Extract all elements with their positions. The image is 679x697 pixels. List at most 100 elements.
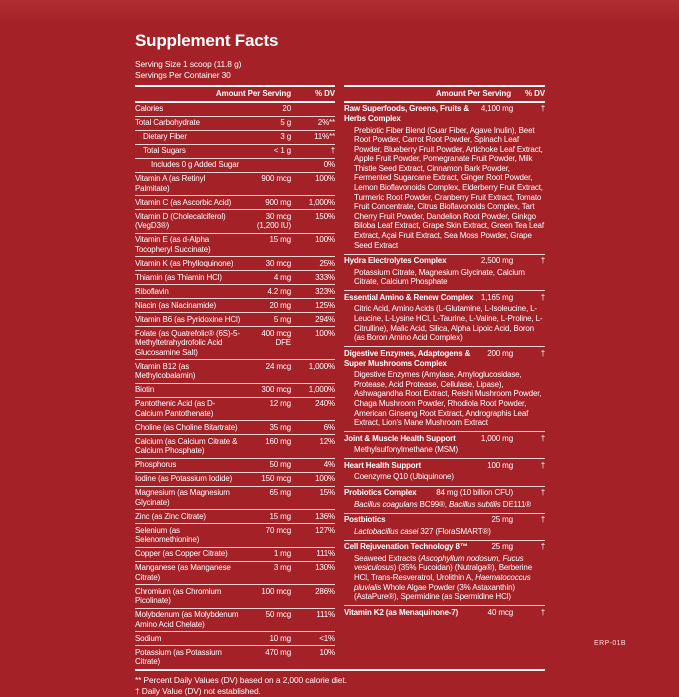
- nutrient-name: Riboflavin: [135, 286, 169, 296]
- nutrient-amount: 5 g: [280, 118, 291, 127]
- complex-dv: †: [540, 104, 545, 113]
- percent-dv-header: % DV: [524, 89, 545, 98]
- complex-header: Hydra Electrolytes Complex 2,500 mg †: [344, 256, 545, 266]
- nutrient-amount: 15 mg: [269, 235, 292, 244]
- complex-section: Raw Superfoods, Greens, Fruits & Herbs C…: [344, 103, 545, 255]
- nutrient-amount: 900 mcg: [261, 174, 291, 183]
- complex-section: Digestive Enzymes, Adaptogens & Super Mu…: [344, 347, 545, 433]
- complex-amount: 1,165 mg: [480, 292, 513, 302]
- table-row: Copper (as Copper Citrate) 1 mg 111%: [135, 548, 335, 562]
- nutrient-amount: 4 mg: [273, 272, 291, 282]
- nutrient-name: Vitamin D (Cholecalciferol) (VegD3®): [135, 211, 226, 231]
- ingredient-text: Ascophyllum nodosum, Fucus vesiculosus: [354, 553, 524, 573]
- nutrient-amount: 24 mcg: [265, 361, 291, 371]
- complex-name: Hydra Electrolytes Complex: [344, 256, 447, 266]
- nutrient-name: Sodium: [135, 633, 162, 643]
- complex-ingredients: Potassium Citrate, Magnesium Glycinate, …: [344, 266, 545, 288]
- nutrient-dv: †: [330, 146, 335, 155]
- complex-header: Joint & Muscle Health Support 1,000 mg †: [344, 434, 545, 444]
- complex-name: Probiotics Complex: [344, 488, 417, 498]
- ingredient-text: Coenzyme Q10 (Ubiquinone): [354, 472, 454, 482]
- nutrient-name: Potassium (as Potassium Citrate): [135, 647, 222, 667]
- left-rows: Calories 20 Total Carbohydrate 5 g 2%** Dieta…: [135, 103, 335, 669]
- nutrient-dv: 294%: [315, 314, 335, 324]
- nutrient-dv: 100%: [315, 328, 335, 338]
- table-row: Total Carbohydrate 5 g 2%**: [135, 117, 335, 131]
- nutrient-dv: 0%: [323, 160, 335, 169]
- table-row: Pantothenic Acid (as D-Calcium Pantothen…: [135, 398, 335, 421]
- nutrient-amount: 10 mg: [269, 633, 292, 643]
- complex-name: Raw Superfoods, Greens, Fruits & Herbs C…: [344, 104, 470, 123]
- nutrient-amount: 150 mcg: [261, 474, 291, 483]
- complex-ingredients: Digestive Enzymes (Amylase, Amyloglucosi…: [344, 369, 545, 429]
- complex-dv: †: [540, 488, 545, 498]
- nutrient-amount: 15 mg: [269, 511, 292, 521]
- complex-section: Cell Rejuvenation Technology 8™ 25 mg † Sea…: [344, 541, 545, 607]
- amount-per-serving-header: Amount Per Serving: [435, 89, 511, 98]
- nutrient-dv: 6%: [323, 422, 335, 432]
- right-sections: Raw Superfoods, Greens, Fruits & Herbs C…: [344, 103, 545, 621]
- nutrient-name: Selenium (as Selenomethionine): [135, 525, 200, 545]
- nutrient-amount: 30 mcg (1,200 IU): [256, 211, 291, 231]
- table-row: Selenium (as Selenomethionine) 70 mcg 127%: [135, 524, 335, 548]
- table-row: Chromium (as Chromium Picolinate) 100 mcg…: [135, 585, 335, 609]
- nutrient-dv: 2%**: [317, 118, 335, 127]
- nutrient-amount: 65 mg: [269, 488, 292, 497]
- complex-section: Joint & Muscle Health Support 1,000 mg † Me…: [344, 432, 545, 460]
- footnotes: ** Percent Daily Values (DV) based on a …: [135, 671, 545, 697]
- complex-dv: †: [540, 256, 545, 266]
- complex-dv: †: [540, 607, 545, 617]
- nutrition-columns: Amount Per Serving % DV Calories 20 Total …: [135, 85, 545, 671]
- complex-section: Hydra Electrolytes Complex 2,500 mg † Potas…: [344, 255, 545, 292]
- table-row: Manganese (as Manganese Citrate) 3 mg 130%: [135, 562, 335, 585]
- complex-header: Cell Rejuvenation Technology 8™ 25 mg †: [344, 542, 545, 552]
- nutrient-amount: [243, 160, 291, 170]
- nutrient-name: Molybdenum (as Molybdenum Amino Acid Che…: [135, 610, 239, 629]
- ingredient-text: Bacillus subtilis: [448, 499, 501, 509]
- nutrient-amount: 4.2 mg: [267, 286, 291, 296]
- complex-dv: †: [540, 460, 545, 470]
- ingredient-text: Digestive Enzymes (Amylase, Amyloglucosi…: [354, 370, 542, 428]
- servings-per-container: Servings Per Container 30: [135, 70, 231, 80]
- complex-header: Probiotics Complex 84 mg (10 billion CFU)…: [344, 488, 545, 498]
- nutrient-name: Copper (as Copper Citrate): [135, 549, 228, 558]
- page-title: Supplement Facts: [135, 31, 279, 50]
- ingredient-text: Seaweed Extracts (: [354, 553, 421, 563]
- nutrient-amount: < 1 g: [273, 146, 291, 155]
- complex-amount: 4,100 mg: [480, 104, 513, 113]
- table-row: Phosphorus 50 mg 4%: [135, 459, 335, 473]
- complex-amount: 25 mg: [491, 515, 514, 525]
- nutrient-dv: <1%: [319, 633, 335, 643]
- complex-header: Essential Amino & Renew Complex 1,165 mg †: [344, 293, 545, 303]
- nutrient-name: Folate (as Quatrefolic® (6S)-5-Methyltet…: [135, 328, 240, 357]
- ingredient-text: Prebiotic Fiber Blend (Guar Fiber, Agave…: [354, 125, 544, 250]
- table-row: Vitamin B6 (as Pyridoxine HCl) 5 mg 294%: [135, 313, 335, 327]
- nutrient-name: Includes 0 g Added Sugar: [151, 160, 240, 169]
- nutrient-amount: 50 mcg: [265, 610, 291, 619]
- nutrient-dv: 150%: [315, 211, 335, 221]
- nutrient-name: Choline (as Choline Bitartrate): [135, 422, 238, 432]
- nutrient-name: Chromium (as Chromium Picolinate): [135, 586, 222, 606]
- table-row: Riboflavin 4.2 mg 323%: [135, 285, 335, 299]
- nutrient-dv: 240%: [315, 399, 335, 408]
- nutrient-amount: 160 mg: [265, 436, 291, 446]
- table-row: Includes 0 g Added Sugar 0%: [135, 159, 335, 173]
- nutrient-amount: 35 mg: [269, 422, 292, 432]
- nutrient-dv: 111%: [316, 610, 335, 619]
- nutrient-dv: 111%: [316, 549, 335, 558]
- complex-section: Heart Health Support 100 mg † Coenzyme Q10 …: [344, 459, 545, 487]
- nutrient-dv: 136%: [315, 511, 335, 521]
- complex-header: Postbiotics 25 mg †: [344, 515, 545, 525]
- ingredient-text: ) (35% Fucoidan) (Nutralga®), Berberine …: [354, 563, 533, 582]
- nutrient-name: Phosphorus: [135, 460, 177, 469]
- nutrient-name: Calories: [135, 104, 164, 113]
- nutrient-dv: 100%: [315, 235, 335, 244]
- nutrient-name: Vitamin B12 (as Methylcobalamin): [135, 361, 196, 381]
- nutrient-name: Magnesium (as Magnesium Glycinate): [135, 488, 230, 507]
- table-row: Thiamin (as Thiamin HCl) 4 mg 333%: [135, 271, 335, 285]
- complex-amount: 1,000 mg: [480, 433, 513, 443]
- table-row: Vitamin C (as Ascorbic Acid) 900 mg 1,000%: [135, 196, 335, 210]
- nutrient-dv: 1,000%: [308, 197, 335, 207]
- complex-name: Digestive Enzymes, Adaptogens & Super Mu…: [344, 348, 471, 368]
- background-sheen: [0, 0, 679, 24]
